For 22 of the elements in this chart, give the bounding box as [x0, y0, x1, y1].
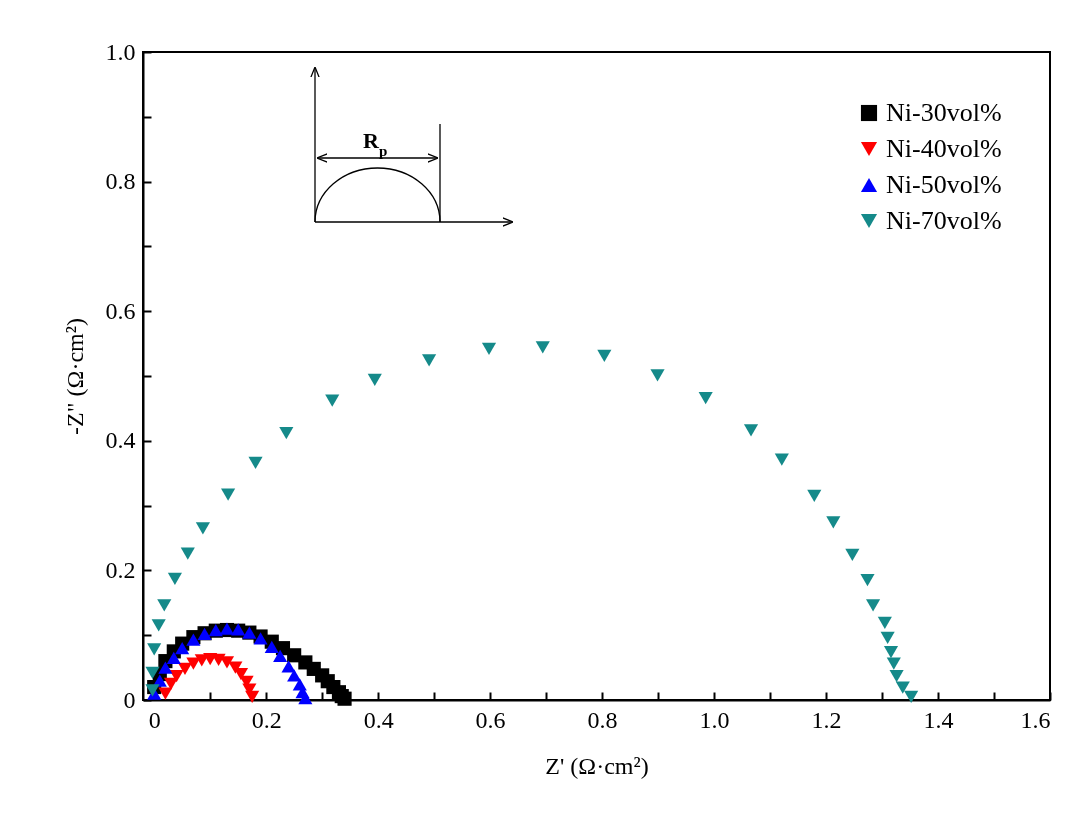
- y-tick-label: 0.8: [105, 168, 136, 195]
- x-tick-label: 1.4: [923, 706, 954, 733]
- x-axis-title: Z' (Ω·cm²): [545, 752, 649, 779]
- y-tick-label: 0.6: [105, 297, 136, 324]
- x-tick-label: 0.2: [251, 706, 282, 733]
- x-tick-label: 0: [148, 706, 161, 733]
- x-tick-label: 0.4: [363, 706, 394, 733]
- y-tick-label: 0.4: [105, 427, 136, 454]
- x-tick-label: 0.6: [475, 706, 506, 733]
- x-tick-label: 1.6: [1020, 706, 1051, 733]
- legend-label: Ni-70vol%: [886, 206, 1002, 235]
- y-tick-label: 0.2: [105, 556, 136, 583]
- x-tick-label: 0.8: [587, 706, 618, 733]
- x-tick-label: 1.2: [811, 706, 842, 733]
- annotation: R$_{p}$: [363, 128, 388, 159]
- y-tick-label: 0: [123, 686, 136, 713]
- x-tick-label: 1.0: [699, 706, 730, 733]
- y-tick-label: 1.0: [105, 38, 136, 65]
- legend-label: Ni-50vol%: [886, 170, 1002, 199]
- y-axis-title: -Z" (Ω·cm²): [61, 318, 88, 435]
- legend-label: Ni-30vol%: [886, 98, 1002, 127]
- legend-label: Ni-40vol%: [886, 134, 1002, 163]
